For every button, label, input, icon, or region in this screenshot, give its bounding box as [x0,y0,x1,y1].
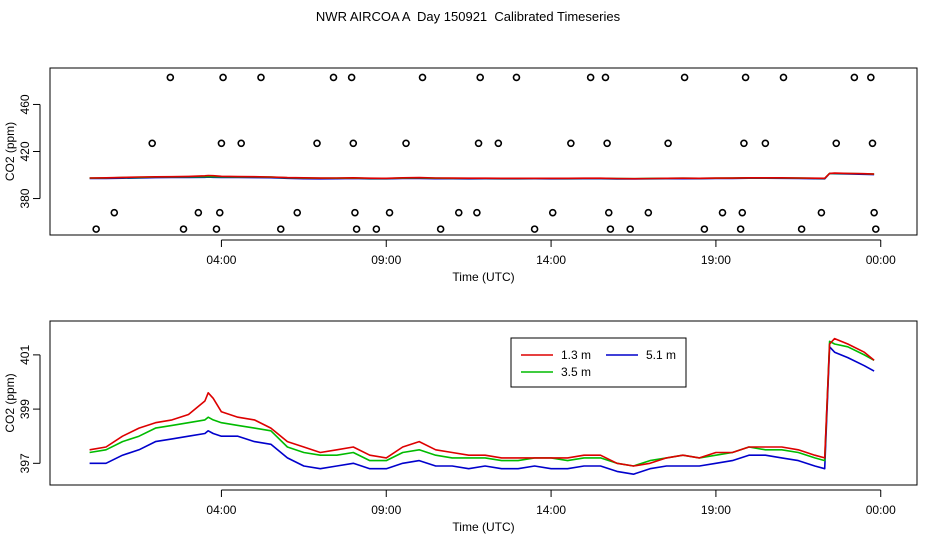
legend-label: 3.5 m [561,365,591,379]
calibration-point [817,208,826,217]
calibration-point [217,139,226,148]
calibration-point [402,139,410,148]
y-axis-label: CO2 (ppm) [3,373,17,432]
y-tick-label: 399 [18,399,32,419]
calibration-point [870,208,878,217]
calibration-point [548,208,557,217]
calibration-point [606,225,615,233]
calibration-point [867,73,875,82]
legend-label: 1.3 m [561,348,591,362]
calibration-point [257,73,265,82]
calibration-point [454,208,463,217]
x-tick-label: 04:00 [206,503,236,517]
calibration-point [871,225,880,233]
calibration-point [347,73,356,82]
y-tick-label: 380 [18,188,32,208]
calibration-point [741,73,750,82]
calibration-point [494,139,503,148]
calibration-point [372,225,381,233]
calibration-point [832,139,841,148]
calibration-point [664,139,672,148]
bottom-panel: 04:00 09:00 14:00 19:00 00:00 Time (UTC) 397 39… [3,320,918,534]
calibration-point [512,73,521,82]
calibration-point [110,208,119,217]
calibration-point [215,208,224,217]
calibration-point [349,139,358,148]
calibration-point [604,208,613,217]
y-tick-label: 460 [18,94,32,114]
calibration-point [850,73,859,82]
calibration-point [293,208,302,217]
calibration-point [476,73,485,82]
x-tick-label: 09:00 [371,253,401,267]
calibration-point [385,208,394,217]
calibration-point [740,139,748,148]
calibration-point [474,139,483,148]
legend-box [510,337,687,388]
x-tick-label: 14:00 [536,253,566,267]
series-line-1-3-m [89,172,875,180]
legend-label: 5.1 m [646,348,676,362]
calibration-point [601,73,610,82]
calibration-point [626,225,634,233]
x-tick-label: 19:00 [701,503,731,517]
y-axis-label: CO2 (ppm) [3,122,17,181]
calibration-point [329,73,338,82]
calibration-point [351,208,359,217]
calibration-point [603,139,611,148]
series-line-5-1-m [89,345,875,476]
calibration-point [700,225,709,233]
x-tick-label: 00:00 [866,503,896,517]
x-axis-label: Time (UTC) [452,520,514,534]
calibration-point [718,208,727,217]
calibration-point [586,73,595,82]
calibration-point [797,225,806,233]
calibration-point [148,139,156,148]
calibration-point [680,73,689,82]
y-tick-label: 397 [18,453,32,473]
x-tick-label: 04:00 [206,253,236,267]
series-line-1-3-m [89,337,875,467]
calibration-point [92,225,100,233]
chart-title: NWR AIRCOA A Day 150921 Calibrated Times… [315,9,621,24]
x-tick-label: 00:00 [866,253,896,267]
calibration-point [868,139,877,148]
calibration-point [212,225,221,233]
calibration-point [418,73,427,82]
x-axis-label: Time (UTC) [452,270,514,284]
calibration-point [567,139,575,148]
calibration-point [166,73,175,82]
calibration-point [473,208,481,217]
calibration-point [530,225,539,233]
calibration-point [736,225,745,233]
calibration-point [194,208,203,217]
calibration-point [219,73,227,82]
calibration-point [352,225,361,233]
calibration-point [436,225,445,233]
calibration-point [276,225,285,233]
series-line-3-5-m [89,340,875,467]
x-tick-label: 14:00 [536,503,566,517]
calibration-point [779,73,788,82]
legend: 1.3 m 5.1 m 3.5 m [510,337,687,388]
calibration-point [313,139,321,148]
calibration-point [738,208,747,217]
plot-frame [49,67,918,236]
plot-frame [49,320,918,486]
calibration-point [644,208,653,217]
calibration-point [761,139,770,148]
calibration-point [179,225,188,233]
top-panel: 04:00 09:00 14:00 19:00 00:00 Time (UTC) 380 42… [3,67,918,284]
y-tick-label: 401 [18,345,32,365]
calibration-point [237,139,246,148]
x-tick-label: 09:00 [371,503,401,517]
x-tick-label: 19:00 [701,253,731,267]
y-tick-label: 420 [18,141,32,161]
